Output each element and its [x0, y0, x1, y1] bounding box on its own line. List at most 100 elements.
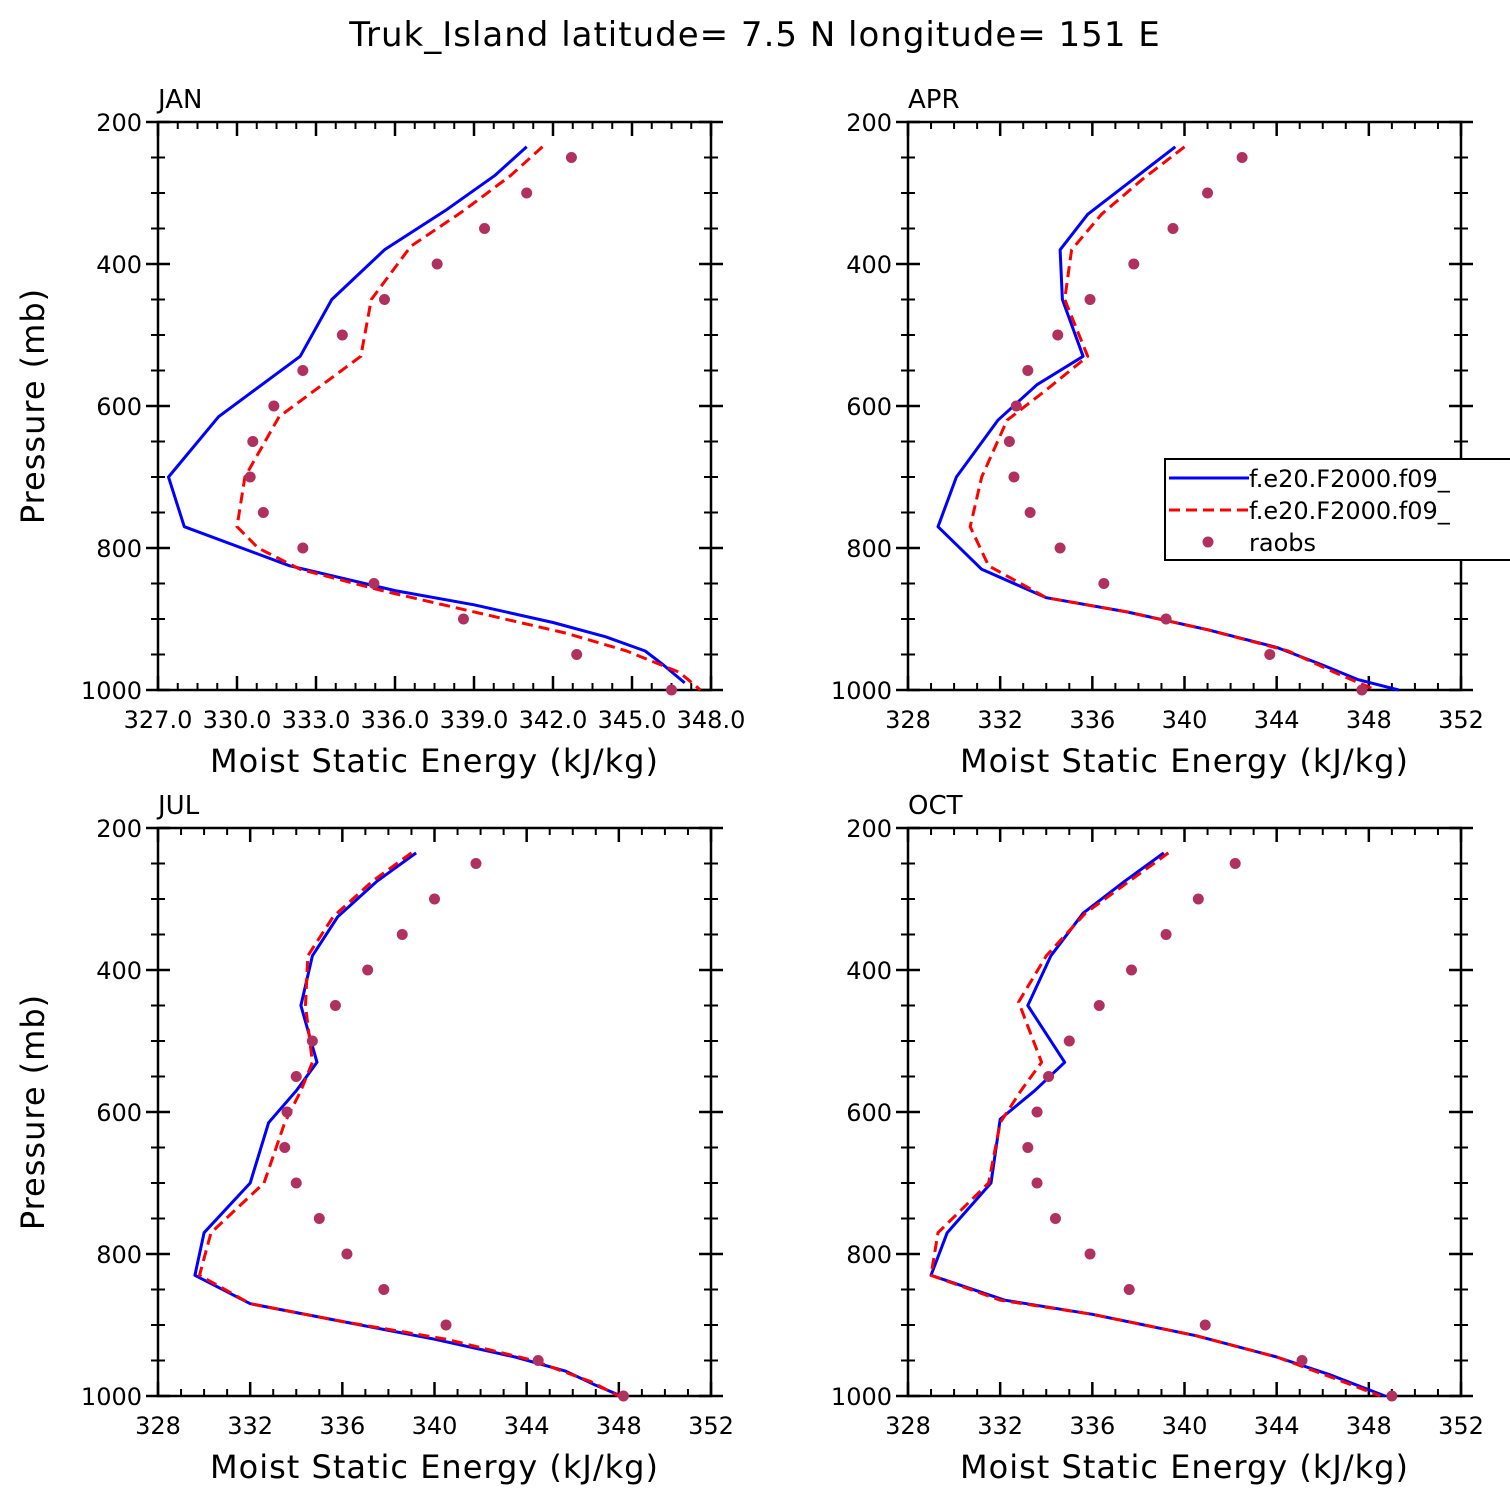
raobs-point [431, 258, 443, 270]
raobs-point [1356, 684, 1368, 696]
raobs-point [279, 1142, 291, 1153]
raobs-point [297, 542, 309, 554]
raobs-point [1022, 1142, 1034, 1153]
y-tick-label: 800 [846, 535, 892, 563]
x-tick-label: 332 [227, 1412, 273, 1440]
x-axis-label: Moist Static Energy (kJ/kg) [960, 742, 1409, 780]
y-axis-label: Pressure (mb) [14, 288, 52, 524]
raobs-point [1167, 223, 1179, 234]
raobs-point [378, 294, 390, 305]
y-tick-label: 1000 [831, 677, 892, 705]
raobs-point [378, 1284, 390, 1295]
raobs-point [617, 1390, 629, 1402]
x-axis-label: Moist Static Energy (kJ/kg) [210, 742, 659, 780]
raobs-point [290, 1071, 302, 1082]
x-tick-label: 344 [504, 1412, 550, 1440]
x-tick-label: 327.0 [124, 706, 193, 734]
panel-apr: APR 328 332 336 340 344 348 352 200 400 600 800 1000… [831, 85, 1484, 780]
y-axis-label: Pressure (mb) [14, 994, 52, 1230]
raobs-point [1192, 893, 1204, 905]
y-tick-label: 600 [96, 393, 142, 421]
y-tick-label: 800 [96, 1241, 142, 1269]
x-tick-label: 344 [1254, 706, 1300, 734]
raobs-point [290, 1177, 302, 1189]
panel-jan: JAN 327.0 330.0 333.0 336.0 339.0 342.0 345.0 34… [14, 85, 745, 780]
raobs-point [565, 152, 577, 163]
x-tick-label: 333.0 [282, 706, 351, 734]
y-tick-label: 1000 [831, 1383, 892, 1411]
panel-label: OCT [908, 791, 963, 821]
raobs-point [1236, 152, 1248, 163]
raobs-point [470, 858, 482, 869]
x-axis-label: Moist Static Energy (kJ/kg) [960, 1448, 1409, 1486]
y-tick-label: 400 [96, 957, 142, 985]
raobs-point [1229, 858, 1241, 869]
raobs-point [1043, 1071, 1055, 1082]
raobs-point [1049, 1213, 1061, 1224]
raobs-point [1296, 1355, 1308, 1366]
raobs-point [479, 223, 491, 234]
raobs-point [244, 471, 256, 483]
raobs-point [1093, 1000, 1105, 1011]
raobs-point [268, 400, 280, 412]
x-tick-label: 352 [1438, 706, 1484, 734]
raobs-point [1160, 929, 1172, 940]
y-tick-label: 400 [846, 251, 892, 279]
series-dashed-line [968, 145, 1377, 692]
y-tick-label: 600 [846, 393, 892, 421]
y-tick-label: 600 [96, 1099, 142, 1127]
raobs-point [1022, 365, 1034, 376]
raobs-point [1160, 613, 1172, 625]
raobs-point [1010, 400, 1022, 412]
y-tick-label: 800 [96, 535, 142, 563]
raobs-point [1084, 294, 1096, 305]
x-tick-label: 332 [977, 706, 1023, 734]
y-tick-label: 400 [96, 251, 142, 279]
x-axis-label: Moist Static Energy (kJ/kg) [210, 1448, 659, 1486]
legend: f.e20.F2000.f09_ f.e20.F2000.f09_raobs [1164, 458, 1510, 561]
raobs-point [1199, 1319, 1211, 1331]
y-tick-label: 200 [846, 815, 892, 843]
raobs-point [1264, 649, 1276, 660]
x-tick-label: 345.0 [598, 706, 667, 734]
x-tick-label: 336 [1069, 1412, 1115, 1440]
x-tick-label: 342.0 [519, 706, 588, 734]
raobs-point [457, 613, 469, 625]
y-tick-label: 600 [846, 1099, 892, 1127]
raobs-point [336, 329, 348, 341]
series-dashed-line [198, 851, 620, 1398]
x-tick-label: 344 [1254, 1412, 1300, 1440]
raobs-point [1202, 187, 1214, 199]
raobs-point [1008, 471, 1020, 483]
x-tick-label: 332 [977, 1412, 1023, 1440]
raobs-point [362, 964, 374, 976]
raobs-point [1126, 964, 1138, 976]
raobs-point [1031, 1177, 1043, 1189]
x-tick-label: 330.0 [203, 706, 272, 734]
x-tick-label: 348 [1346, 706, 1392, 734]
legend-marker-raobs [1202, 536, 1214, 548]
raobs-point [532, 1355, 544, 1366]
raobs-point [1052, 329, 1064, 341]
series-dashed-line [929, 851, 1381, 1398]
y-tick-label: 800 [846, 1241, 892, 1269]
raobs-point [281, 1106, 293, 1118]
x-tick-label: 348 [1346, 1412, 1392, 1440]
x-tick-label: 336 [319, 1412, 365, 1440]
y-tick-label: 1000 [81, 1383, 142, 1411]
y-tick-label: 200 [96, 815, 142, 843]
raobs-point [341, 1248, 353, 1260]
raobs-point [1063, 1035, 1075, 1047]
panel-label: JAN [156, 85, 202, 115]
legend-label: f.e20.F2000.f09_ [1249, 465, 1451, 493]
x-tick-label: 348.0 [677, 706, 746, 734]
raobs-point [396, 929, 408, 940]
x-tick-label: 340 [1162, 1412, 1208, 1440]
raobs-point [521, 187, 533, 199]
x-tick-label: 336 [1069, 706, 1115, 734]
x-tick-label: 328 [135, 1412, 181, 1440]
raobs-point [1084, 1248, 1096, 1260]
raobs-point [440, 1319, 452, 1331]
series-solid-line [167, 145, 686, 685]
